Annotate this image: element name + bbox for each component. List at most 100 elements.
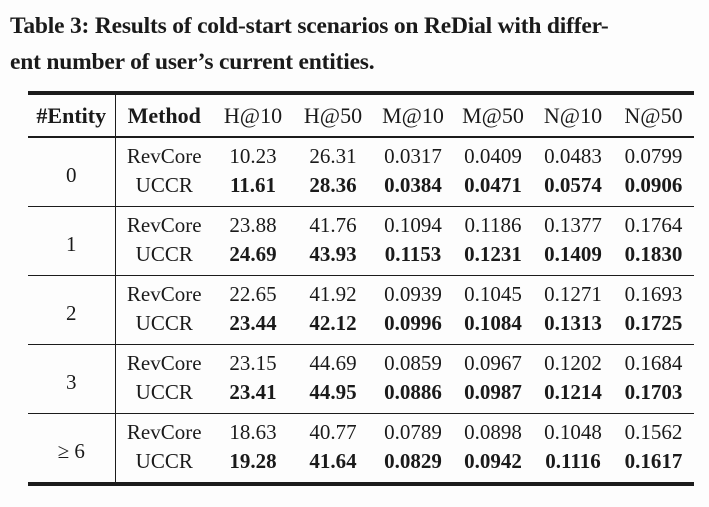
table-row: UCCR 19.28 41.64 0.0829 0.0942 0.1116 0.… — [28, 447, 694, 484]
value-cell: 0.1214 — [544, 380, 602, 404]
value-cell: 44.69 — [309, 351, 357, 375]
value-cell: 23.41 — [229, 380, 277, 404]
table-row: UCCR 23.44 42.12 0.0996 0.1084 0.1313 0.… — [28, 309, 694, 345]
value-cell: 40.77 — [309, 420, 357, 444]
value-cell: 23.15 — [229, 351, 277, 375]
table-row: UCCR 23.41 44.95 0.0886 0.0987 0.1214 0.… — [28, 378, 694, 414]
value-cell: 28.36 — [309, 173, 357, 197]
header-entity: #Entity — [28, 93, 116, 138]
table-header: #Entity Method H@10 H@50 M@10 M@50 N@10 … — [28, 93, 694, 138]
value-cell: 18.63 — [229, 420, 277, 444]
value-cell: 0.0886 — [384, 380, 442, 404]
table-row: ≥ 6 RevCore 18.63 40.77 0.0789 0.0898 0.… — [28, 413, 694, 484]
value-cell: 0.1048 — [544, 420, 602, 444]
value-cell: 41.64 — [309, 449, 357, 473]
method-cell: RevCore — [126, 282, 202, 306]
method-cell: RevCore — [126, 351, 202, 375]
value-cell: 10.23 — [229, 144, 277, 168]
table-row: UCCR 24.69 43.93 0.1153 0.1231 0.1409 0.… — [28, 240, 694, 276]
header-h10: H@10 — [213, 93, 293, 138]
value-cell: 0.0996 — [384, 311, 442, 335]
results-table: #Entity Method H@10 H@50 M@10 M@50 N@10 … — [28, 91, 694, 486]
value-cell: 0.0967 — [464, 351, 522, 375]
value-cell: 44.95 — [309, 380, 357, 404]
value-cell: 0.0471 — [464, 173, 522, 197]
value-cell: 0.1186 — [464, 213, 522, 237]
value-cell: 0.0859 — [384, 351, 442, 375]
header-n10: N@10 — [533, 93, 613, 138]
header-m50: M@50 — [453, 93, 533, 138]
table-caption: Table 3: Results of cold-start scenarios… — [10, 8, 703, 80]
method-cell: UCCR — [135, 242, 193, 266]
method-cell: RevCore — [126, 213, 202, 237]
header-m10: M@10 — [373, 93, 453, 138]
entity-cell: 3 — [28, 344, 116, 414]
entity-group-3: 3 RevCore 23.15 44.69 0.0859 0.0967 0.12… — [28, 344, 694, 414]
table-caption-line-2: ent number of user’s current entities. — [10, 49, 375, 75]
value-cell: 23.44 — [229, 311, 277, 335]
value-cell: 0.1684 — [624, 351, 683, 375]
value-cell: 0.1409 — [544, 242, 602, 266]
value-cell: 24.69 — [229, 242, 277, 266]
value-cell: 0.1045 — [464, 282, 522, 306]
value-cell: 11.61 — [229, 173, 277, 197]
value-cell: 0.1271 — [544, 282, 602, 306]
value-cell: 41.92 — [309, 282, 357, 306]
value-cell: 0.0574 — [544, 173, 602, 197]
value-cell: 0.1617 — [624, 449, 683, 473]
value-cell: 0.1202 — [544, 351, 602, 375]
value-cell: 23.88 — [229, 213, 277, 237]
entity-group-2: 2 RevCore 22.65 41.92 0.0939 0.1045 0.12… — [28, 275, 694, 345]
entity-group-1: 1 RevCore 23.88 41.76 0.1094 0.1186 0.13… — [28, 206, 694, 276]
value-cell: 0.1693 — [624, 282, 683, 306]
value-cell: 42.12 — [309, 311, 357, 335]
value-cell: 0.0939 — [384, 282, 442, 306]
value-cell: 0.1094 — [384, 213, 442, 237]
value-cell: 0.0317 — [384, 144, 442, 168]
value-cell: 0.0906 — [624, 173, 683, 197]
table-row: 2 RevCore 22.65 41.92 0.0939 0.1045 0.12… — [28, 275, 694, 345]
value-cell: 0.0384 — [384, 173, 442, 197]
value-cell: 0.0789 — [384, 420, 442, 444]
method-cell: UCCR — [135, 449, 193, 473]
method-cell: RevCore — [126, 144, 202, 168]
value-cell: 22.65 — [229, 282, 277, 306]
method-cell: UCCR — [135, 380, 193, 404]
value-cell: 0.0898 — [464, 420, 522, 444]
value-cell: 0.0483 — [544, 144, 602, 168]
table-caption-line-1: Table 3: Results of cold-start scenarios… — [10, 13, 609, 39]
value-cell: 0.1830 — [624, 242, 683, 266]
method-cell: RevCore — [126, 420, 202, 444]
value-cell: 0.0829 — [384, 449, 442, 473]
value-cell: 0.0799 — [624, 144, 683, 168]
value-cell: 26.31 — [309, 144, 357, 168]
value-cell: 0.1084 — [464, 311, 522, 335]
entity-cell: 0 — [28, 137, 116, 207]
value-cell: 0.1562 — [624, 420, 683, 444]
value-cell: 0.0409 — [464, 144, 522, 168]
value-cell: 0.1313 — [544, 311, 602, 335]
entity-cell: 2 — [28, 275, 116, 345]
value-cell: 41.76 — [309, 213, 357, 237]
entity-cell: 1 — [28, 206, 116, 276]
value-cell: 0.1377 — [544, 213, 602, 237]
value-cell: 19.28 — [229, 449, 277, 473]
value-cell: 0.0987 — [464, 380, 522, 404]
entity-cell: ≥ 6 — [28, 413, 116, 484]
entity-group-4: ≥ 6 RevCore 18.63 40.77 0.0789 0.0898 0.… — [28, 413, 694, 484]
header-row: #Entity Method H@10 H@50 M@10 M@50 N@10 … — [28, 93, 694, 138]
value-cell: 0.0942 — [464, 449, 522, 473]
method-cell: UCCR — [135, 173, 193, 197]
table-row: 0 RevCore 10.23 26.31 0.0317 0.0409 0.04… — [28, 137, 694, 207]
value-cell: 0.1231 — [464, 242, 522, 266]
header-method: Method — [115, 93, 213, 138]
header-h50: H@50 — [293, 93, 373, 138]
table-row: UCCR 11.61 28.36 0.0384 0.0471 0.0574 0.… — [28, 171, 694, 207]
value-cell: 0.1153 — [384, 242, 442, 266]
value-cell: 0.1725 — [624, 311, 683, 335]
table-row: 1 RevCore 23.88 41.76 0.1094 0.1186 0.13… — [28, 206, 694, 276]
value-cell: 0.1764 — [624, 213, 683, 237]
value-cell: 43.93 — [309, 242, 357, 266]
table-row: 3 RevCore 23.15 44.69 0.0859 0.0967 0.12… — [28, 344, 694, 414]
method-cell: UCCR — [135, 311, 193, 335]
